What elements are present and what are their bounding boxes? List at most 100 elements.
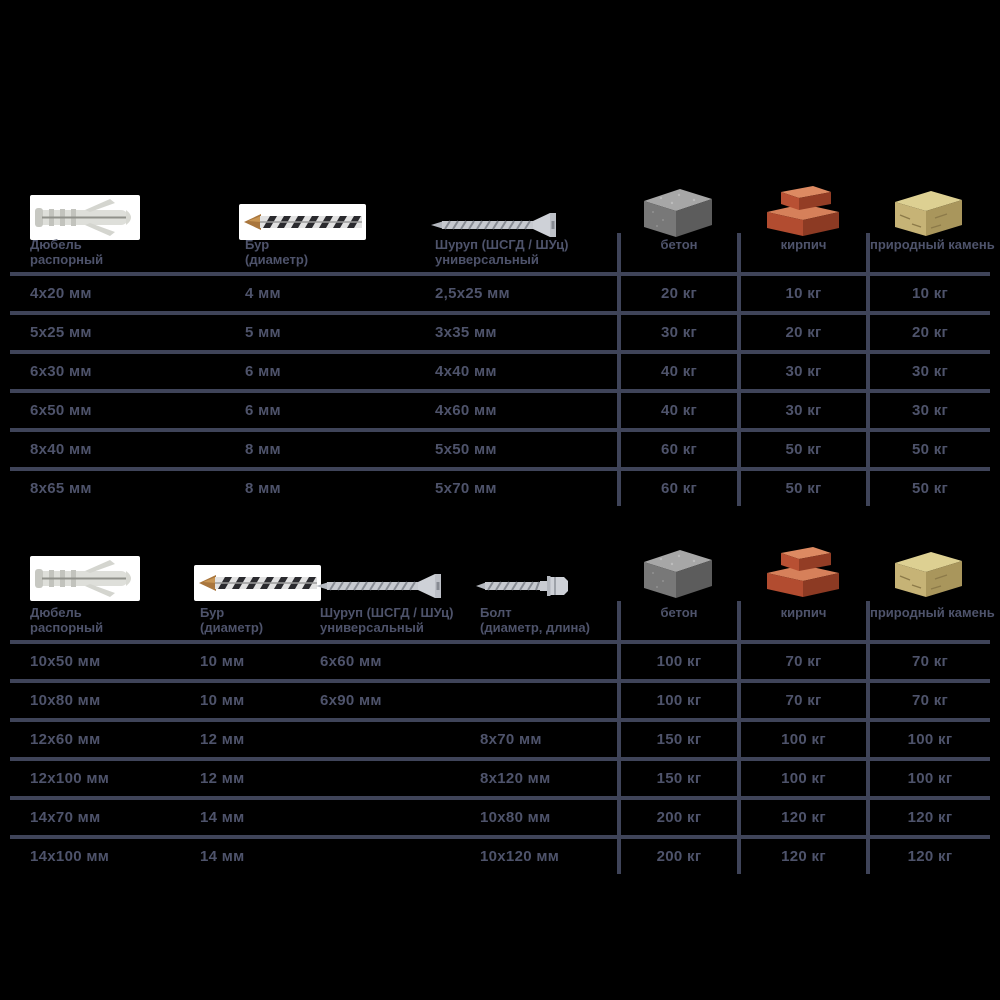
size-value-dowel: 10x80 мм xyxy=(30,692,101,709)
load-value-stone: 10 кг xyxy=(866,276,990,311)
header-icon-cell-dowel xyxy=(10,556,180,601)
table-row: 10x80 мм 10 мм 6x90 мм 100 кг 70 кг 70 кг xyxy=(10,683,990,722)
header-icon-cell-drill xyxy=(225,204,415,240)
header-icon-cell-concrete xyxy=(617,184,737,240)
load-value-brick: 100 кг xyxy=(737,761,866,796)
column-label-concrete: бетон xyxy=(617,601,737,640)
size-value-drill: 8 мм xyxy=(245,480,281,497)
size-value-dowel: 4x20 мм xyxy=(30,285,92,302)
brick-icon xyxy=(763,544,841,601)
size-value-dowel: 5x25 мм xyxy=(30,324,92,341)
header-icon-cell-screw xyxy=(415,210,617,240)
load-value-brick: 50 кг xyxy=(737,471,866,506)
column-label-dowel: Дюбель распорный xyxy=(30,605,104,635)
load-value-concrete: 60 кг xyxy=(617,432,737,467)
table-row: 10x50 мм 10 мм 6x60 мм 100 кг 70 кг 70 кг xyxy=(10,644,990,683)
size-value-drill: 5 мм xyxy=(245,324,281,341)
header-icons-row xyxy=(10,183,990,240)
drill-icon xyxy=(239,204,366,240)
load-value-concrete: 100 кг xyxy=(617,644,737,679)
table-row: 6x50 мм 6 мм 4x60 мм 40 кг 30 кг 30 кг xyxy=(10,393,990,432)
load-value-brick: 50 кг xyxy=(737,432,866,467)
load-value-concrete: 20 кг xyxy=(617,276,737,311)
screw-icon xyxy=(429,210,559,240)
size-value-screw: 5x50 мм xyxy=(435,441,497,458)
stone-icon xyxy=(891,547,965,601)
size-value-drill: 4 мм xyxy=(245,285,281,302)
size-value-screw: 2,5x25 мм xyxy=(435,285,510,302)
column-label-brick: кирпич xyxy=(737,233,866,272)
size-value-screw xyxy=(300,761,460,796)
size-value-screw: 6x90 мм xyxy=(320,692,382,709)
load-value-stone: 30 кг xyxy=(866,354,990,389)
stone-icon xyxy=(891,186,965,240)
size-value-screw: 4x60 мм xyxy=(435,402,497,419)
header-icon-cell-brick xyxy=(737,544,866,601)
column-label-concrete: бетон xyxy=(617,233,737,272)
size-value-dowel: 8x40 мм xyxy=(30,441,92,458)
header-icon-cell-brick xyxy=(737,183,866,240)
size-value-drill: 6 мм xyxy=(245,402,281,419)
header-icon-cell-drill xyxy=(180,565,321,601)
size-value-bolt xyxy=(460,644,617,679)
size-value-screw xyxy=(300,800,460,835)
load-value-stone: 50 кг xyxy=(866,432,990,467)
load-value-brick: 20 кг xyxy=(737,315,866,350)
table-row: 8x65 мм 8 мм 5x70 мм 60 кг 50 кг 50 кг xyxy=(10,471,990,506)
column-label-dowel: Дюбель распорный xyxy=(30,237,104,267)
load-value-stone: 120 кг xyxy=(866,800,990,835)
load-value-concrete: 40 кг xyxy=(617,393,737,428)
load-value-concrete: 200 кг xyxy=(617,800,737,835)
column-label-drill: Бур (диаметр) xyxy=(245,237,309,267)
size-value-bolt: 8x70 мм xyxy=(480,731,542,748)
table-row: 4x20 мм 4 мм 2,5x25 мм 20 кг 10 кг 10 кг xyxy=(10,276,990,315)
size-value-dowel: 12x60 мм xyxy=(30,731,101,748)
load-table-large-dowels: Дюбель распорный Бур (диаметр) Шуруп (ШСГД /… xyxy=(10,543,995,874)
load-value-stone: 70 кг xyxy=(866,683,990,718)
header-icon-cell-stone xyxy=(866,186,990,240)
size-value-drill: 14 мм xyxy=(200,848,245,865)
load-value-stone: 50 кг xyxy=(866,471,990,506)
column-label-drill: Бур (диаметр) xyxy=(200,605,264,635)
size-value-screw xyxy=(300,839,460,874)
load-value-concrete: 100 кг xyxy=(617,683,737,718)
table-row: 12x60 мм 12 мм 8x70 мм 150 кг 100 кг 100 кг xyxy=(10,722,990,761)
table-row: 14x70 мм 14 мм 10x80 мм 200 кг 120 кг 120 кг xyxy=(10,800,990,839)
load-value-concrete: 200 кг xyxy=(617,839,737,874)
size-value-screw: 4x40 мм xyxy=(435,363,497,380)
header-icon-cell-dowel xyxy=(10,195,225,240)
load-value-concrete: 150 кг xyxy=(617,722,737,757)
table-row: 12x100 мм 12 мм 8x120 мм 150 кг 100 кг 100 кг xyxy=(10,761,990,800)
load-value-brick: 10 кг xyxy=(737,276,866,311)
header-icon-cell-stone xyxy=(866,547,990,601)
table-row: 5x25 мм 5 мм 3x35 мм 30 кг 20 кг 20 кг xyxy=(10,315,990,354)
size-value-screw: 5x70 мм xyxy=(435,480,497,497)
size-value-dowel: 12x100 мм xyxy=(30,770,110,787)
header-icon-cell-concrete xyxy=(617,545,737,601)
load-value-stone: 100 кг xyxy=(866,761,990,796)
size-value-drill: 12 мм xyxy=(200,770,245,787)
header-labels-row: Дюбель распорный Бур (диаметр) Шуруп (ШСГД /… xyxy=(10,601,995,644)
size-value-dowel: 10x50 мм xyxy=(30,653,101,670)
load-value-concrete: 150 кг xyxy=(617,761,737,796)
size-value-drill: 10 мм xyxy=(200,653,245,670)
table-row: 14x100 мм 14 мм 10x120 мм 200 кг 120 кг 120 к… xyxy=(10,839,990,874)
concrete-block-icon xyxy=(639,545,715,601)
load-value-stone: 30 кг xyxy=(866,393,990,428)
load-value-stone: 20 кг xyxy=(866,315,990,350)
size-value-screw: 3x35 мм xyxy=(435,324,497,341)
load-value-stone: 70 кг xyxy=(866,644,990,679)
load-value-stone: 100 кг xyxy=(866,722,990,757)
size-value-dowel: 14x100 мм xyxy=(30,848,110,865)
load-value-brick: 120 кг xyxy=(737,839,866,874)
size-value-bolt: 10x80 мм xyxy=(480,809,551,826)
screw-icon xyxy=(314,571,444,601)
column-label-brick: кирпич xyxy=(737,601,866,640)
load-value-brick: 100 кг xyxy=(737,722,866,757)
size-value-bolt: 8x120 мм xyxy=(480,770,551,787)
concrete-block-icon xyxy=(639,184,715,240)
header-labels-row: Дюбель распорный Бур (диаметр) Шуруп (ШСГД /… xyxy=(10,233,995,276)
table-row: 6x30 мм 6 мм 4x40 мм 40 кг 30 кг 30 кг xyxy=(10,354,990,393)
load-value-brick: 30 кг xyxy=(737,354,866,389)
